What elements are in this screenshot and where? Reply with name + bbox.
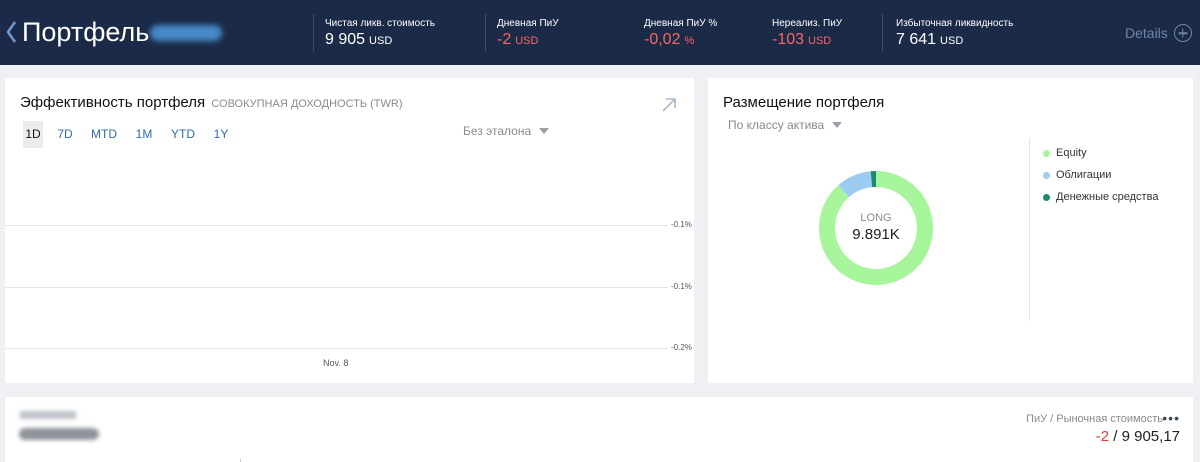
portfolio-header: Портфель Чистая ликв. стоимость 9 905 USD… (0, 0, 1200, 65)
allocation-card: Размещение портфеля По классу актива LON… (708, 78, 1193, 383)
metric-value: -103 USD (772, 31, 832, 48)
account-id-redacted (150, 25, 222, 41)
metric-value: -2 USD (497, 31, 539, 48)
period-tab-mtd[interactable]: MTD (91, 127, 117, 141)
allocation-title: Размещение портфеля (723, 94, 885, 111)
metric-value: 7 641 USD (896, 31, 964, 48)
metric-daily-pnl: Дневная ПиУ -2 USD (485, 0, 630, 65)
allocation-legend: Equity Облигации Денежные средства (1043, 142, 1158, 208)
period-tab-1y[interactable]: 1Y (213, 127, 229, 141)
pnl-market-value-label: ПиУ / Рыночная стоимость (1026, 413, 1163, 425)
metric-label: Чистая ликв. стоимость (325, 18, 435, 29)
metric-value: -0,02% (644, 31, 695, 48)
benchmark-value: Без эталона (463, 124, 532, 138)
legend-item-bonds[interactable]: Облигации (1043, 164, 1158, 186)
metric-label: Дневная ПиУ % (644, 18, 718, 29)
x-tick-label: Nov. 8 (323, 358, 349, 368)
metric-separator (313, 14, 314, 52)
account-number-redacted (19, 428, 99, 440)
page-title: Портфель (22, 17, 150, 47)
metric-unrealized-pnl: Нереализ. ПиУ -103 USD (760, 0, 882, 65)
metric-daily-pnl-percent: Дневная ПиУ % -0,02% (630, 0, 760, 65)
chevron-down-icon (539, 128, 550, 134)
market-value: 9 905,17 (1121, 428, 1180, 445)
chevron-down-icon (832, 122, 843, 128)
chevron-left-icon[interactable] (3, 16, 19, 48)
y-tick-label: -0.2% (671, 343, 692, 352)
column-divider (240, 459, 241, 462)
benchmark-select[interactable]: Без эталона (463, 124, 550, 138)
account-position-card: ПиУ / Рыночная стоимость ••• -2 / 9 905,… (5, 397, 1193, 462)
legend-divider (1029, 138, 1030, 321)
metric-net-liquidation: Чистая ликв. стоимость 9 905 USD (313, 0, 483, 65)
period-tab-7d[interactable]: 7D (57, 127, 73, 141)
chart-gridline (5, 287, 668, 288)
metric-label: Избыточная ликвидность (896, 18, 1014, 29)
legend-dot (1043, 171, 1050, 179)
metric-label: Дневная ПиУ (497, 18, 559, 29)
legend-label: Equity (1056, 147, 1087, 159)
metric-separator (485, 14, 486, 52)
performance-card: Эффективность портфеля СОВОКУПНАЯ ДОХОДН… (5, 78, 694, 383)
period-tab-1d[interactable]: 1D (23, 121, 43, 148)
asset-class-value: По классу актива (728, 118, 825, 132)
expand-arrow-icon[interactable] (660, 96, 678, 114)
pnl-value: -2 (1095, 428, 1110, 445)
value-separator: / (1109, 428, 1122, 445)
legend-label: Облигации (1056, 169, 1112, 181)
performance-subtitle: СОВОКУПНАЯ ДОХОДНОСТЬ (TWR) (211, 98, 403, 110)
donut-slice-0[interactable] (819, 171, 933, 285)
donut-slice-1[interactable] (838, 171, 873, 198)
pnl-market-value: -2 / 9 905,17 (1096, 428, 1180, 445)
donut-center-label: LONG (860, 212, 892, 224)
legend-item-cash[interactable]: Денежные средства (1043, 186, 1158, 208)
chart-gridline (5, 225, 668, 226)
metric-label: Нереализ. ПиУ (772, 18, 843, 29)
more-options-icon[interactable]: ••• (1162, 410, 1180, 426)
y-tick-label: -0.1% (671, 220, 692, 229)
performance-title: Эффективность портфеля СОВОКУПНАЯ ДОХОДН… (20, 94, 403, 111)
allocation-donut-chart (819, 171, 933, 285)
legend-dot (1043, 193, 1050, 201)
period-tab-1m[interactable]: 1M (135, 127, 153, 141)
account-name-redacted (19, 411, 77, 419)
legend-item-equity[interactable]: Equity (1043, 142, 1158, 164)
details-button[interactable]: Details (1125, 24, 1192, 42)
plus-circle-icon (1173, 24, 1192, 42)
donut-center-value: 9.891K (852, 226, 900, 243)
chart-gridline (5, 348, 668, 349)
metric-separator (882, 14, 883, 52)
legend-dot (1043, 149, 1050, 157)
legend-label: Денежные средства (1056, 191, 1159, 203)
asset-class-select[interactable]: По классу актива (728, 118, 843, 132)
metric-excess-liquidity: Избыточная ликвидность 7 641 USD (882, 0, 1082, 65)
y-tick-label: -0.1% (671, 282, 692, 291)
metric-value: 9 905 USD (325, 31, 393, 48)
period-tab-ytd[interactable]: YTD (171, 127, 195, 141)
details-label: Details (1125, 25, 1168, 41)
performance-title-text: Эффективность портфеля (20, 94, 206, 111)
